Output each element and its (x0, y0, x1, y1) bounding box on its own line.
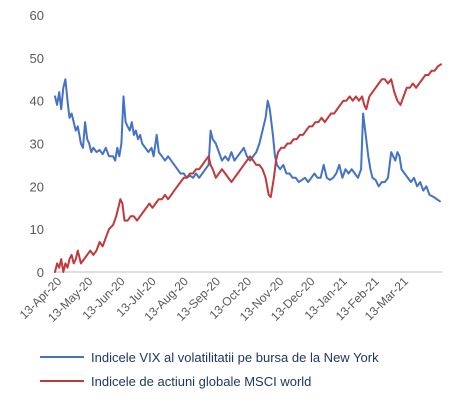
y-tick-label: 10 (30, 222, 44, 237)
legend: Indicele VIX al volatilitatii pe bursa d… (40, 350, 379, 389)
y-tick-label: 20 (30, 179, 44, 194)
y-tick-label: 40 (30, 94, 44, 109)
y-axis-ticks: 0 10 20 30 40 50 60 (30, 8, 44, 280)
x-axis-ticks: 13-Apr-2013-May-2013-Jun-2013-Jul-2013-A… (17, 274, 411, 325)
y-tick-label: 0 (37, 265, 44, 280)
legend-label-msci: Indicele de actiuni globale MSCI world (91, 374, 311, 389)
y-tick-label: 60 (30, 8, 44, 23)
legend-label-vix: Indicele VIX al volatilitatii pe bursa d… (91, 350, 379, 365)
series-lines (54, 63, 442, 273)
series-line-msci (54, 63, 442, 273)
series-line-vix (54, 78, 441, 203)
y-tick-label: 30 (30, 137, 44, 152)
y-tick-label: 50 (30, 51, 44, 66)
